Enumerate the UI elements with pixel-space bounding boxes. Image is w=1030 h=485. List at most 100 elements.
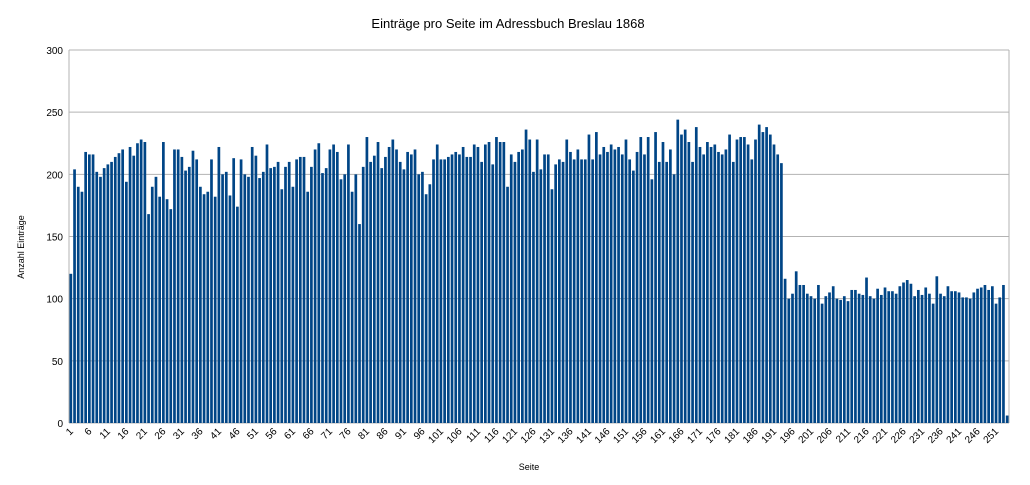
bar-184 — [746, 144, 750, 424]
bar-222 — [887, 291, 891, 423]
bar-103 — [446, 156, 450, 423]
bar-32 — [184, 170, 187, 423]
bar-37 — [202, 194, 206, 423]
bar-58 — [280, 189, 284, 423]
bar-231 — [920, 294, 924, 423]
bar-60 — [287, 161, 291, 423]
bar-246 — [976, 288, 979, 423]
bar-195 — [787, 298, 791, 423]
bar-116 — [495, 137, 498, 423]
bar-93 — [409, 154, 413, 423]
bar-159 — [654, 132, 657, 423]
bar-30 — [176, 149, 180, 423]
x-tick-label: 136 — [556, 426, 576, 446]
bar-31 — [180, 156, 184, 423]
x-axis-label: Seite — [519, 462, 540, 472]
bar-243 — [965, 297, 968, 423]
bar-21 — [143, 142, 147, 423]
bar-188 — [761, 132, 765, 423]
bar-232 — [924, 287, 928, 423]
bar-120 — [509, 154, 513, 423]
bar-150 — [620, 154, 624, 423]
bar-47 — [239, 159, 243, 423]
bar-200 — [805, 293, 809, 423]
y-tick-label: 100 — [46, 295, 63, 306]
bar-148 — [613, 149, 617, 423]
bar-50 — [250, 146, 254, 424]
bar-88 — [391, 139, 395, 423]
chart-title: Einträge pro Seite im Adressbuch Breslau… — [371, 16, 644, 31]
bar-8 — [95, 171, 99, 423]
bar-55 — [269, 168, 273, 423]
bar-81 — [365, 137, 369, 423]
y-tick-label: 200 — [46, 170, 63, 181]
bar-158 — [650, 179, 654, 423]
bar-248 — [983, 284, 987, 423]
bar-127 — [535, 139, 539, 423]
x-tick-label: 236 — [926, 426, 946, 446]
bar-69 — [321, 173, 324, 423]
bar-82 — [369, 161, 372, 423]
bar-115 — [491, 164, 495, 423]
x-tick-label: 176 — [704, 426, 724, 446]
bar-152 — [628, 159, 632, 423]
bar-217 — [868, 296, 872, 423]
bar-128 — [539, 169, 543, 423]
x-tick-label: 56 — [264, 426, 280, 442]
x-tick-label: 246 — [963, 426, 983, 446]
bar-187 — [757, 124, 761, 423]
bar-186 — [754, 139, 757, 423]
bar-131 — [550, 189, 554, 423]
y-tick-label: 250 — [46, 108, 63, 119]
bar-137 — [572, 159, 576, 423]
bar-225 — [898, 286, 902, 423]
bar-173 — [706, 142, 709, 423]
bar-74 — [339, 179, 343, 423]
bar-84 — [376, 142, 380, 423]
bar-182 — [739, 137, 743, 423]
x-tick-label: 126 — [519, 426, 539, 446]
x-tick-label: 251 — [982, 426, 1002, 446]
bar-130 — [546, 154, 550, 423]
x-tick-label: 36 — [190, 426, 206, 442]
bar-86 — [384, 156, 387, 423]
x-tick-label: 106 — [445, 426, 465, 446]
bar-3 — [76, 186, 80, 423]
x-tick-label: 131 — [537, 426, 557, 446]
bar-171 — [698, 146, 702, 424]
bar-39 — [210, 159, 213, 423]
bar-140 — [583, 159, 587, 423]
x-tick-label: 181 — [723, 426, 743, 446]
x-tick-label: 226 — [889, 426, 909, 446]
bar-160 — [657, 161, 661, 423]
bar-197 — [794, 271, 798, 423]
bar-183 — [743, 137, 746, 423]
bar-117 — [498, 142, 502, 423]
bar-175 — [713, 144, 717, 424]
bar-251 — [994, 303, 998, 423]
x-tick-label: 76 — [338, 426, 354, 442]
bar-71 — [328, 149, 332, 423]
bar-221 — [883, 287, 887, 423]
bar-17 — [128, 146, 132, 424]
bar-43 — [224, 171, 228, 423]
x-tick-label: 206 — [815, 426, 835, 446]
bar-157 — [646, 137, 650, 423]
bar-190 — [768, 134, 772, 424]
bar-101 — [439, 159, 443, 423]
bar-170 — [694, 127, 698, 423]
bar-205 — [824, 296, 828, 423]
bar-164 — [672, 174, 676, 423]
x-tick-label: 216 — [852, 426, 872, 446]
bar-216 — [865, 277, 868, 423]
x-tick-label: 46 — [227, 426, 243, 442]
bar-33 — [187, 166, 191, 423]
bar-108 — [465, 156, 469, 423]
bar-249 — [987, 289, 990, 423]
bar-180 — [731, 161, 735, 423]
bar-229 — [913, 296, 916, 423]
bar-166 — [680, 134, 683, 424]
bar-110 — [472, 144, 476, 424]
x-tick-label: 71 — [319, 426, 335, 442]
bar-209 — [839, 299, 842, 423]
